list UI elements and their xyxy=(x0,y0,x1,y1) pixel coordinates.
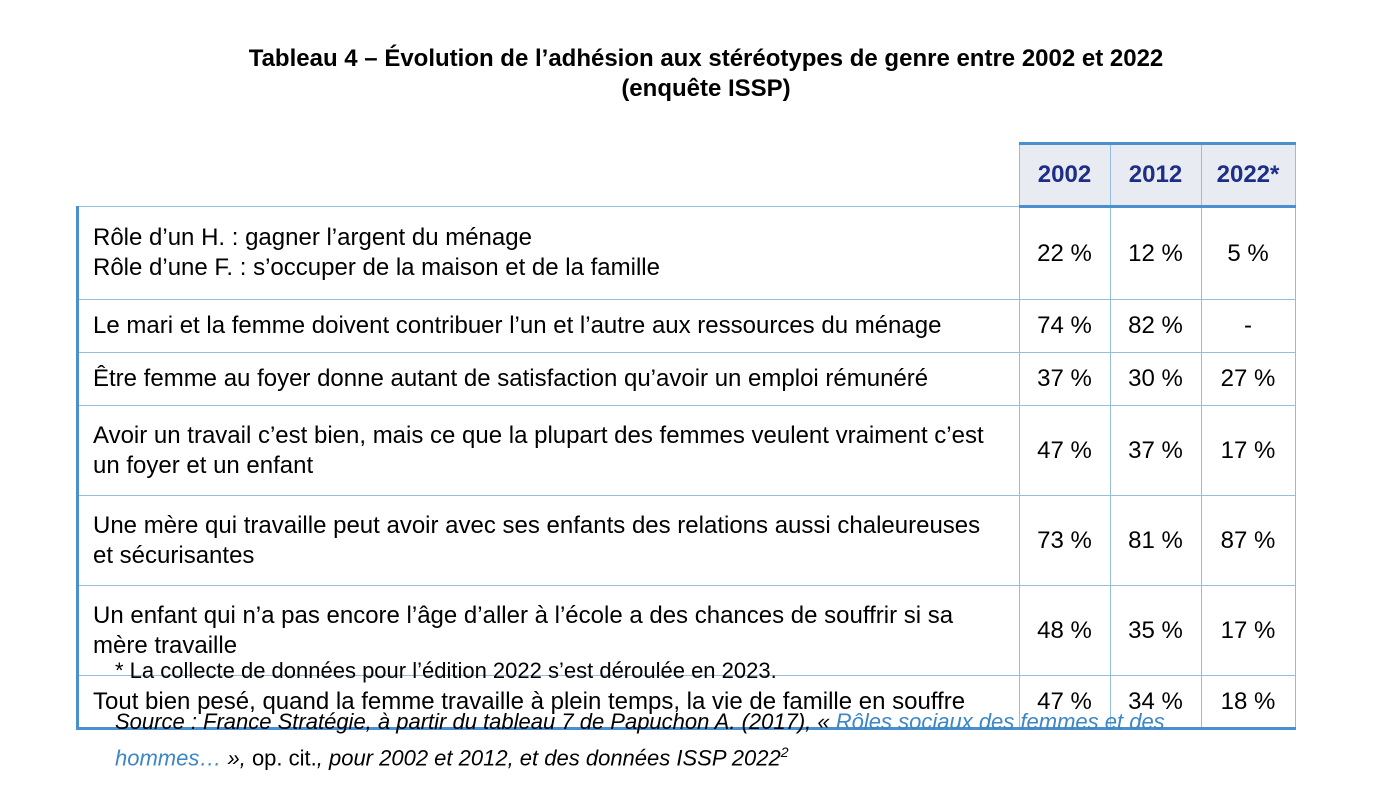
column-header-2012: 2012 xyxy=(1109,142,1202,208)
row-label-line: et sécurisantes xyxy=(93,541,255,569)
cell-2022: 17 % xyxy=(1200,405,1296,496)
source-prefix: Source : France Stratégie, à partir du t… xyxy=(115,709,836,734)
row-label: Une mère qui travaille peut avoir avec s… xyxy=(76,495,1020,586)
title-line-2: (enquête ISSP) xyxy=(621,75,791,102)
cell-2022: 17 % xyxy=(1200,585,1296,676)
source-note: Source : France Stratégie, à partir du t… xyxy=(115,706,1305,773)
cell-2002: 74 % xyxy=(1018,299,1111,353)
cell-2002: 73 % xyxy=(1018,495,1111,586)
table-row: Un enfant qui n’a pas encore l’âge d’all… xyxy=(76,585,1296,676)
corner-cell xyxy=(78,144,1020,207)
cell-2012: 34 % xyxy=(1109,675,1202,730)
cell-2022: 18 % xyxy=(1200,675,1296,730)
cell-2012: 82 % xyxy=(1109,299,1202,353)
row-label-line: un foyer et un enfant xyxy=(93,451,314,479)
source-link-part-1[interactable]: Rôles sociaux des femmes et des xyxy=(835,709,1165,734)
source-middle-1: », xyxy=(221,745,252,771)
column-header-2022: 2022* xyxy=(1200,142,1296,208)
cell-2002: 47 % xyxy=(1018,405,1111,496)
cell-2022: - xyxy=(1200,299,1296,353)
source-line-1: Source : France Stratégie, à partir du t… xyxy=(115,706,1305,737)
column-header-2002: 2002 xyxy=(1018,142,1111,208)
row-label: Un enfant qui n’a pas encore l’âge d’all… xyxy=(76,585,1020,676)
cell-2012: 81 % xyxy=(1109,495,1202,586)
footnote-ref: 2 xyxy=(780,744,789,760)
row-label: Avoir un travail c’est bien, mais ce que… xyxy=(76,405,1020,496)
cell-2022: 87 % xyxy=(1200,495,1296,586)
cell-2012: 35 % xyxy=(1109,585,1202,676)
header-row: 2002 2012 2022* xyxy=(78,142,1296,208)
cell-2012: 30 % xyxy=(1109,352,1202,406)
row-label-line: Avoir un travail c’est bien, mais ce que… xyxy=(93,421,984,449)
cell-2002: 48 % xyxy=(1018,585,1111,676)
cell-2022: 27 % xyxy=(1200,352,1296,406)
table-row: Avoir un travail c’est bien, mais ce que… xyxy=(76,405,1296,496)
row-label-line: Le mari et la femme doivent contribuer l… xyxy=(93,312,942,339)
row-label-line: mère travaille xyxy=(93,631,238,659)
row-label-line: Être femme au foyer donne autant de sati… xyxy=(93,365,929,392)
row-label-line: Rôle d’une F. : s’occuper de la maison e… xyxy=(93,254,660,281)
table-row: Être femme au foyer donne autant de sati… xyxy=(76,352,1296,406)
source-line-2: hommes… », op. cit., pour 2002 et 2012, … xyxy=(115,737,1305,773)
row-label: Le mari et la femme doivent contribuer l… xyxy=(76,299,1020,353)
row-label: Être femme au foyer donne autant de sati… xyxy=(76,352,1020,406)
row-label-line: Un enfant qui n’a pas encore l’âge d’all… xyxy=(93,601,954,629)
footnote: * La collecte de données pour l’édition … xyxy=(115,658,777,683)
table-row: Rôle d’un H. : gagner l’argent du ménage… xyxy=(76,206,1296,300)
title-line-1: Tableau 4 – Évolution de l’adhésion aux … xyxy=(248,45,1164,72)
cell-2002: 22 % xyxy=(1018,206,1111,300)
table-row: Tout bien pesé, quand la femme travaille… xyxy=(76,675,1296,730)
cell-2012: 37 % xyxy=(1109,405,1202,496)
row-label: Tout bien pesé, quand la femme travaille… xyxy=(76,675,1020,730)
cell-2022: 5 % xyxy=(1200,206,1296,300)
source-middle-2: , pour 2002 et 2012, et des données ISSP… xyxy=(316,745,781,771)
table-title: Tableau 4 – Évolution de l’adhésion aux … xyxy=(0,44,1392,104)
source-link-part-2[interactable]: hommes… xyxy=(115,745,222,771)
source-opcit: op. cit. xyxy=(251,745,317,771)
stereotypes-table: 2002 2012 2022* Rôle d’un H. : gagner l’… xyxy=(76,142,1296,730)
row-label-line: Tout bien pesé, quand la femme travaille… xyxy=(93,687,966,715)
row-label: Rôle d’un H. : gagner l’argent du ménage… xyxy=(76,206,1020,300)
row-label-line: Rôle d’un H. : gagner l’argent du ménage xyxy=(93,224,532,251)
cell-2012: 12 % xyxy=(1109,206,1202,300)
cell-2002: 47 % xyxy=(1018,675,1111,730)
table-row: Le mari et la femme doivent contribuer l… xyxy=(76,299,1296,353)
row-label-line: Une mère qui travaille peut avoir avec s… xyxy=(93,511,981,539)
cell-2002: 37 % xyxy=(1018,352,1111,406)
table-row: Une mère qui travaille peut avoir avec s… xyxy=(76,495,1296,586)
